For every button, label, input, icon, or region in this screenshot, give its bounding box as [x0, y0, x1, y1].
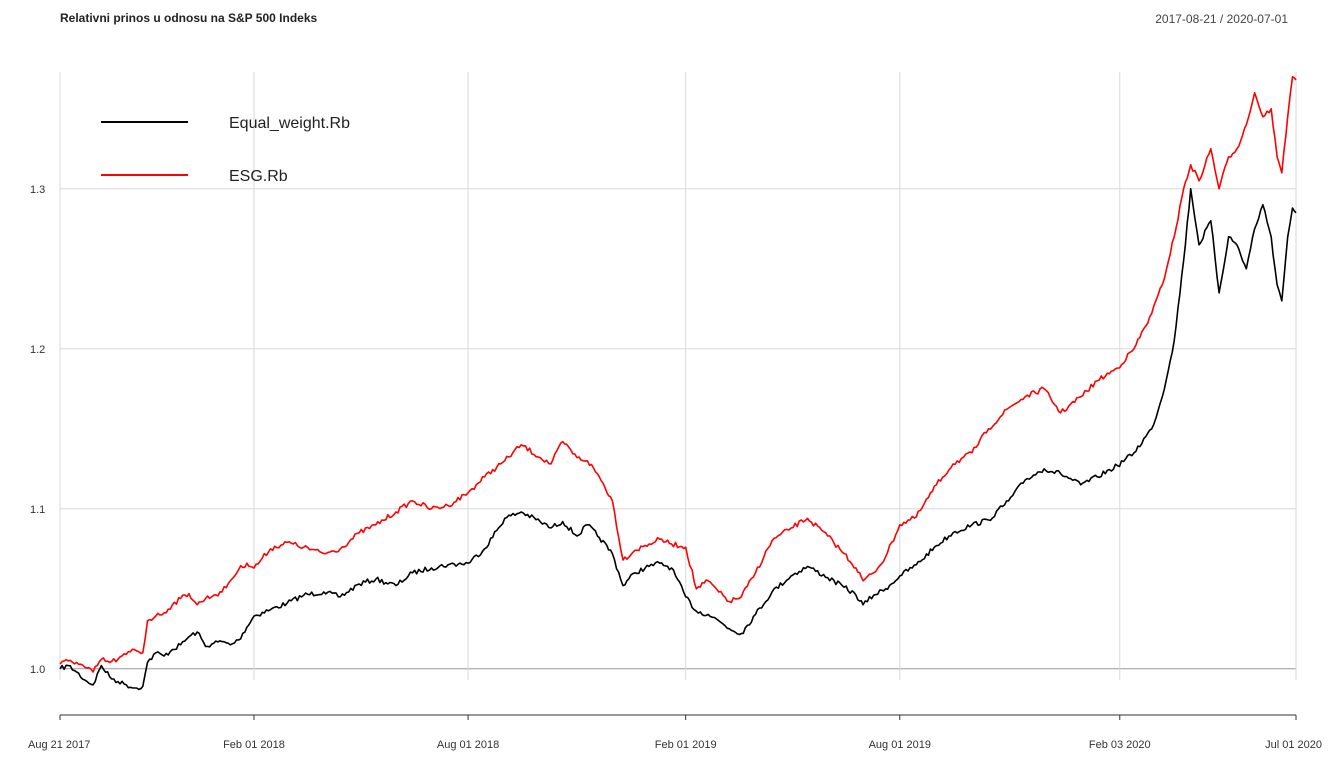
grid-lines — [59, 72, 1297, 680]
chart-title: Relativni prinos u odnosu na S&P 500 Ind… — [60, 11, 318, 25]
x-tick-label: Feb 03 2020 — [1089, 739, 1151, 751]
date-range-label: 2017-08-21 / 2020-07-01 — [1155, 12, 1288, 26]
y-tick-label: 1.0 — [30, 664, 45, 676]
y-tick-label: 1.2 — [30, 344, 45, 356]
y-tick-label: 1.1 — [30, 504, 45, 516]
x-tick-label: Aug 01 2019 — [869, 739, 931, 751]
series-line-esg-rb — [59, 76, 1297, 673]
axes: 1.0 1.1 1.2 1.3 Aug 21 2017 Feb 01 2018 Aug 01… — [28, 184, 1322, 751]
x-tick-label: Feb 01 2018 — [223, 739, 285, 751]
x-tick-label: Jul 01 2020 — [1265, 739, 1322, 751]
series-lines — [59, 76, 1297, 691]
x-tick-label: Aug 21 2017 — [28, 739, 90, 751]
x-tick-label: Feb 01 2019 — [655, 739, 717, 751]
y-tick-label: 1.3 — [30, 184, 45, 196]
series-line-equal-weight-rb — [59, 188, 1297, 691]
legend-label: Equal_weight.Rb — [229, 115, 350, 132]
x-tick-label: Aug 01 2018 — [437, 739, 499, 751]
legend-label: ESG.Rb — [229, 168, 288, 185]
legend: Equal_weight.Rb ESG.Rb — [101, 115, 350, 185]
